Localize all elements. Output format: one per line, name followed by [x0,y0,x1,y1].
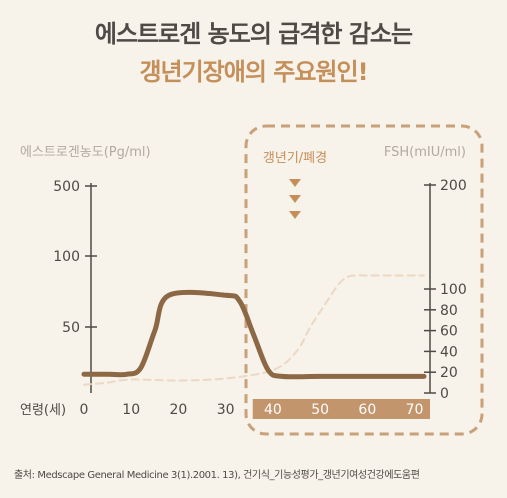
x-tick-label: 70 [406,402,424,418]
down-arrow-icon [289,211,301,219]
chart-title: 에스트로겐 농도의 급격한 감소는 [94,20,413,48]
right-tick-label: 200 [440,178,467,194]
x-tick-label: 50 [311,402,329,418]
left-tick-label: 100 [53,249,80,265]
source-note: 출처: Medscape General Medicine 3(1).2001.… [14,470,420,481]
menopause-highlight-box [244,124,484,436]
x-tick-label: 40 [264,402,282,418]
x-axis-title: 연령(세) [20,403,66,418]
x-tick-label: 10 [122,402,140,418]
chart-marks [81,179,427,386]
chart-axes [85,124,484,436]
x-tick-label: 60 [358,402,376,418]
right-tick-label: 80 [440,303,458,319]
x-tick-label: 20 [170,402,188,418]
x-tick-label: 0 [80,402,89,418]
menopause-band [252,399,430,419]
right-tick-label: 40 [440,344,458,360]
right-tick-label: 0 [440,386,449,402]
x-tick-label: 30 [217,402,235,418]
left-axis-title: 에스트로겐농도(Pg/ml) [20,145,151,160]
left-tick-label: 500 [53,179,80,195]
right-axis-title: FSH(mIU/ml) [384,145,466,160]
down-arrow-icon [289,195,301,203]
menopause-annotation: 갱년기/폐경 [263,151,327,166]
right-tick-label: 60 [440,324,458,340]
chart-subtitle: 갱년기장애의 주요원인! [139,58,368,86]
left-tick-label: 50 [62,320,80,336]
fsh-series-line [83,274,425,386]
right-tick-label: 20 [440,365,458,381]
down-arrow-icon [289,179,301,187]
right-tick-label: 100 [440,282,467,298]
estrogen-series-line [81,289,427,380]
